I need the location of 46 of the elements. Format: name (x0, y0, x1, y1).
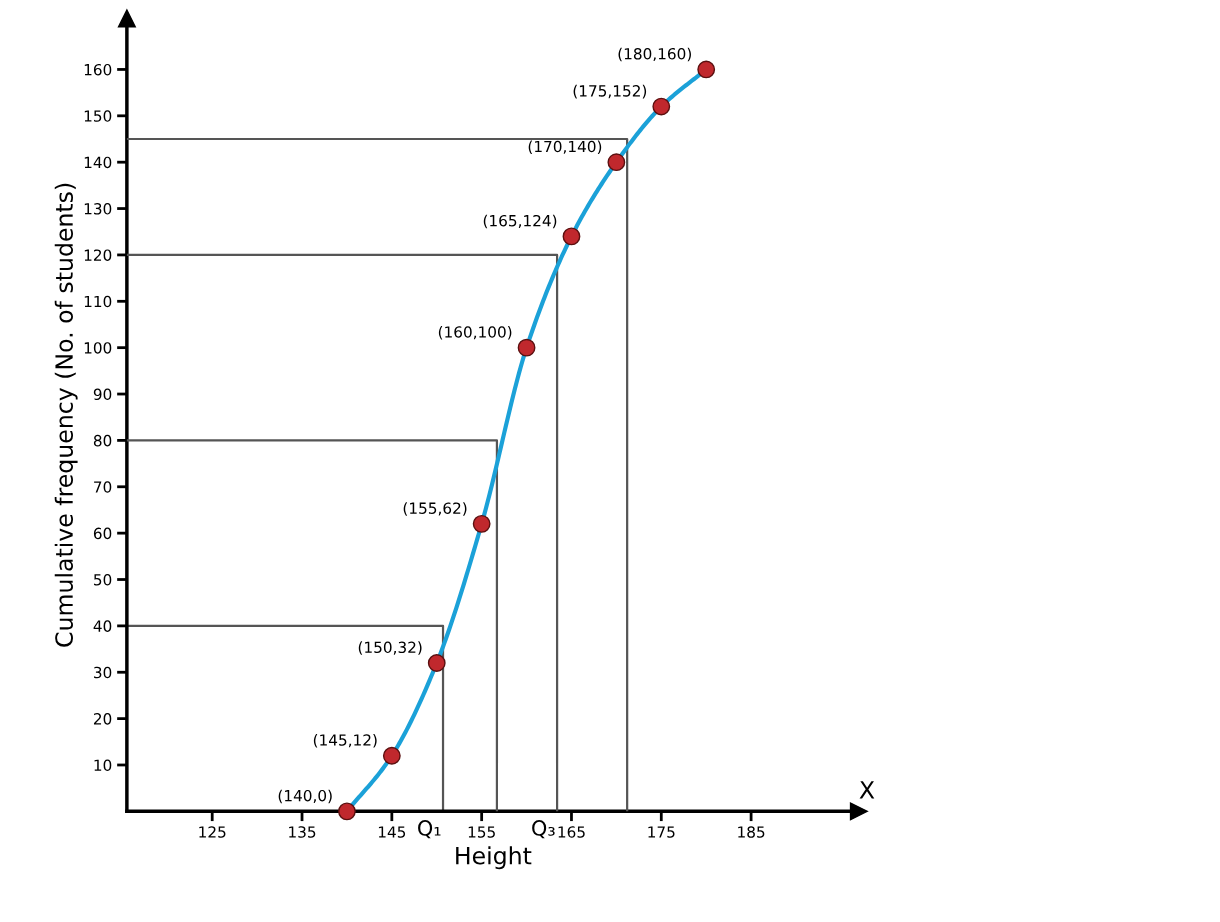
annotation: Q₁ (418, 820, 441, 839)
y-axis-title: Cumulative frequency (No. of students) (54, 183, 78, 647)
point (382, 746, 401, 765)
x-tick-label: 155 (468, 826, 495, 838)
y-tick-label: 30 (94, 666, 112, 679)
y-tick-label: 100 (84, 342, 112, 354)
annotation: (150,32) (358, 641, 422, 655)
annotation: (155,62) (403, 502, 467, 516)
x-tick-label: 175 (648, 826, 675, 838)
x-axis-title: Height (456, 846, 532, 870)
annotation: (160,100) (438, 325, 512, 340)
annotation: (175,152) (573, 84, 647, 99)
x-tick-label: 135 (289, 826, 316, 838)
y-tick-label: 80 (93, 434, 112, 447)
point (517, 338, 536, 357)
x-tick-label: 145 (378, 826, 406, 838)
annotation: (180,160) (618, 47, 691, 62)
y-tick-label: 70 (94, 481, 112, 493)
y-tick-label: 160 (84, 63, 112, 76)
x-tick-label: 125 (199, 826, 226, 838)
text: X (859, 781, 875, 799)
y-tick-label: 120 (84, 249, 112, 261)
x-tick-label: 185 (738, 826, 765, 838)
y-tick-label: 130 (84, 203, 112, 215)
point (697, 60, 716, 79)
point (338, 802, 356, 821)
point (472, 514, 491, 533)
point (607, 153, 626, 172)
y-tick-label: 90 (93, 388, 112, 401)
y-tick-label: 150 (84, 110, 112, 122)
y-tick-label: 20 (93, 713, 112, 725)
y-tick-label: 40 (93, 620, 112, 632)
annotation: Q₃ (532, 820, 555, 839)
y-tick-label: 110 (84, 295, 112, 308)
point (562, 227, 581, 246)
y-tick-label: 60 (93, 527, 112, 540)
annotation: (140,0) (278, 789, 332, 804)
y-tick-label: 10 (94, 759, 112, 772)
x-tick-label: 165 (558, 826, 585, 838)
point (427, 654, 446, 672)
y-tick-label: 50 (94, 573, 112, 586)
annotation: (165,124) (483, 214, 557, 229)
y-tick-label: 140 (84, 156, 112, 169)
point (652, 97, 671, 116)
annotation: (170,140) (528, 140, 602, 155)
annotation: (145,12) (313, 734, 377, 748)
